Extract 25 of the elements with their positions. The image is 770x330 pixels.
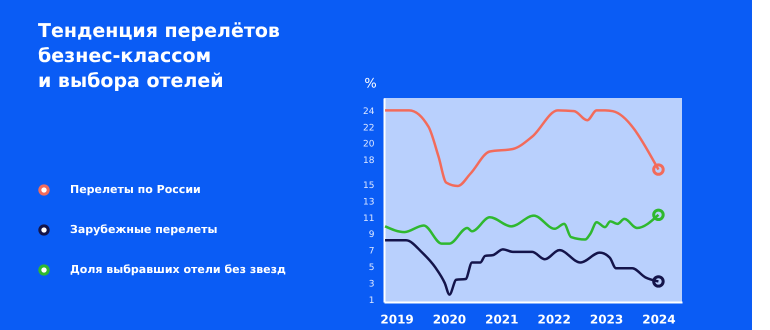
- x-tick-label: 2024: [642, 312, 676, 326]
- x-tick-label: 2020: [432, 312, 466, 326]
- y-tick-label: 3: [368, 280, 374, 290]
- x-tick-label: 2023: [590, 312, 624, 326]
- y-tick-label: 18: [363, 156, 375, 166]
- y-axis-title: %: [364, 76, 377, 92]
- y-tick-label: 22: [363, 123, 374, 134]
- legend-label: Перелеты по России: [70, 183, 201, 196]
- text: и выбора отелей: [38, 70, 224, 92]
- x-tick-label: 2019: [380, 312, 414, 326]
- x-tick-label: 2022: [537, 312, 571, 326]
- text: Тенденция перелётов: [38, 20, 280, 42]
- y-tick-label: 20: [363, 140, 375, 150]
- y-tick-label: 7: [368, 246, 374, 257]
- y-tick-label: 9: [368, 230, 375, 240]
- y-tick-label: 13: [363, 197, 374, 208]
- legend-label: Доля выбравших отели без звезд: [70, 263, 286, 276]
- y-tick-label: 11: [363, 214, 374, 224]
- y-tick-label: 5: [368, 263, 374, 274]
- y-tick-label: 24: [363, 106, 375, 117]
- legend-label: Зарубежные перелеты: [70, 223, 218, 236]
- y-tick-label: 15: [363, 180, 374, 191]
- text: безнес-классом: [38, 45, 212, 67]
- x-tick-label: 2021: [485, 312, 519, 326]
- y-tick-label: 1: [368, 296, 374, 306]
